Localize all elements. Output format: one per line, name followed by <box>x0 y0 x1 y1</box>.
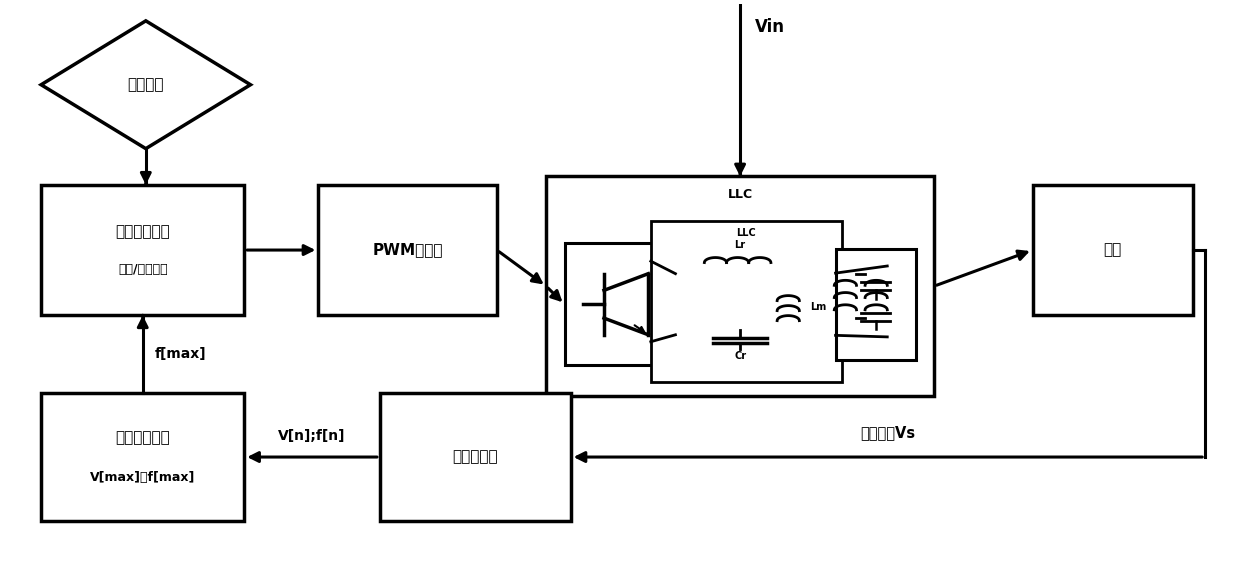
Bar <box>651 221 842 382</box>
Text: 模式控制模块: 模式控制模块 <box>115 224 170 239</box>
Text: 扫频/定频工作: 扫频/定频工作 <box>118 263 167 276</box>
Text: Lr: Lr <box>734 240 745 250</box>
Bar <box>1033 185 1193 315</box>
Bar <box>379 393 570 521</box>
Text: Lm: Lm <box>811 302 827 312</box>
Text: V[n];f[n]: V[n];f[n] <box>278 429 346 443</box>
Text: V[max]，f[max]: V[max]，f[max] <box>91 471 196 484</box>
Text: 采样电压Vs: 采样电压Vs <box>861 425 915 440</box>
Bar <box>564 243 676 365</box>
Text: Cr: Cr <box>734 351 746 362</box>
Text: 负载: 负载 <box>1104 243 1122 258</box>
Text: PWM发生器: PWM发生器 <box>372 243 443 258</box>
Text: 最大值寄存器: 最大值寄存器 <box>115 430 170 446</box>
Bar <box>41 185 244 315</box>
Text: f[max]: f[max] <box>155 347 207 361</box>
Bar <box>41 393 244 521</box>
Bar <box>319 185 497 315</box>
Bar <box>836 249 915 360</box>
Text: LLC: LLC <box>728 188 753 201</box>
Text: 定时模块: 定时模块 <box>128 77 164 92</box>
Polygon shape <box>41 21 250 149</box>
Text: LLC: LLC <box>737 227 756 237</box>
Text: 模数转换器: 模数转换器 <box>453 450 498 465</box>
Bar <box>546 177 934 396</box>
Text: Vin: Vin <box>755 18 785 36</box>
